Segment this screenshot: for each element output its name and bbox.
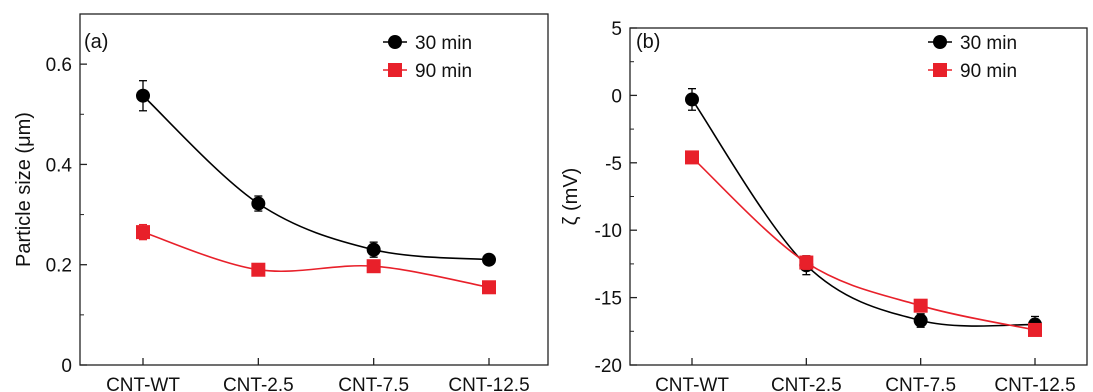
data-point <box>685 150 699 165</box>
x-tick-label: CNT-7.5 <box>885 375 956 392</box>
y-axis-title: Particle size (μm) <box>13 112 35 267</box>
plot-frame <box>629 27 1088 366</box>
y-tick-label: -5 <box>605 154 622 175</box>
y-tick-label: 0.6 <box>46 55 72 76</box>
x-tick-label: CNT-7.5 <box>338 375 409 392</box>
data-point <box>1028 322 1042 337</box>
legend-label: 30 min <box>960 33 1017 54</box>
panel-label: (b) <box>636 31 660 53</box>
y-tick-label: 0 <box>61 356 72 377</box>
x-tick-label: CNT-WT <box>106 375 180 392</box>
legend-label: 30 min <box>415 33 472 54</box>
y-tick-label: 0.4 <box>46 155 73 176</box>
legend-marker <box>933 63 947 77</box>
legend-marker <box>933 35 947 49</box>
series-line <box>691 156 1036 331</box>
legend-label: 90 min <box>960 61 1017 82</box>
y-tick-label: -10 <box>595 221 622 242</box>
data-point <box>482 280 496 295</box>
data-point <box>136 225 150 240</box>
legend-marker <box>388 35 402 49</box>
x-tick-label: CNT-2.5 <box>223 375 294 392</box>
data-point <box>366 259 381 274</box>
y-tick-label: -15 <box>595 289 622 310</box>
legend-marker <box>388 63 402 77</box>
data-point <box>913 313 928 328</box>
series-line <box>142 95 490 261</box>
legend: 30 min 90 min <box>383 33 472 82</box>
x-tick-label: CNT-12.5 <box>448 375 529 392</box>
data-point <box>482 252 496 267</box>
data-point <box>799 255 814 270</box>
y-tick-label: 0.2 <box>46 256 72 277</box>
panel-label: (a) <box>84 31 108 53</box>
series-layer <box>685 88 1042 337</box>
data-point <box>251 196 266 211</box>
chart-panel-b: -20 -15 -10 -5 0 5 CNT-WT CNT-2.5 CNT-7.5 CNT-12.… <box>560 19 1088 392</box>
y-axis-title: ζ (mV) <box>560 168 582 226</box>
tick-group: -20 -15 -10 -5 0 5 CNT-WT CNT-2.5 CNT-7.5 CNT-12.… <box>595 19 1076 392</box>
y-tick-label: 0 <box>611 86 622 107</box>
data-point <box>685 92 699 107</box>
data-point <box>251 262 266 277</box>
y-tick-label: -20 <box>595 356 622 377</box>
chart-panel-a: 0 0.2 0.4 0.6 CNT-WT CNT-2.5 CNT-7.5 CNT-12.5 (… <box>13 13 549 392</box>
data-point <box>136 88 150 103</box>
plot-frame <box>79 13 549 366</box>
x-tick-label: CNT-2.5 <box>771 375 842 392</box>
y-tick-label: 5 <box>611 19 622 40</box>
series-layer <box>136 80 496 295</box>
data-point <box>366 242 381 257</box>
x-tick-label: CNT-WT <box>655 375 729 392</box>
legend-label: 90 min <box>415 61 472 82</box>
tick-group: 0 0.2 0.4 0.6 CNT-WT CNT-2.5 CNT-7.5 CNT-12.5 <box>46 55 530 392</box>
x-tick-label: CNT-12.5 <box>994 375 1075 392</box>
legend: 30 min 90 min <box>928 33 1017 82</box>
data-point <box>913 298 928 313</box>
series-line <box>691 98 1036 327</box>
series-line <box>142 231 490 289</box>
